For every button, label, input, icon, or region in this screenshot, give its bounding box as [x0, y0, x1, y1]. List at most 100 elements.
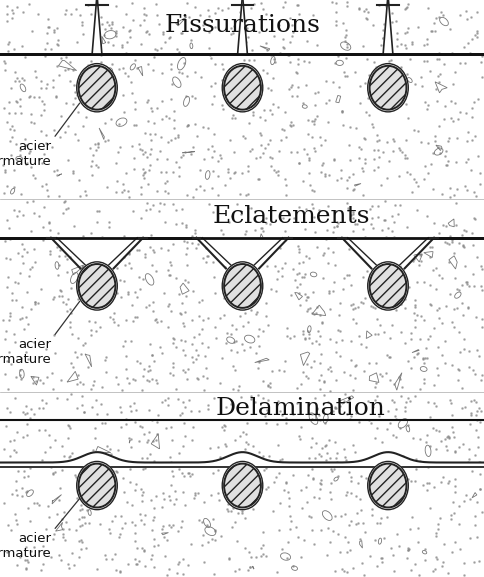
Point	[17, 190, 25, 199]
Point	[275, 455, 283, 464]
Point	[12, 140, 20, 149]
Point	[170, 499, 178, 508]
Point	[400, 5, 408, 14]
Point	[299, 176, 306, 185]
Point	[56, 133, 64, 142]
Point	[137, 213, 145, 223]
Point	[154, 20, 162, 29]
Point	[240, 55, 247, 65]
Point	[261, 144, 269, 153]
Point	[123, 374, 131, 383]
Point	[422, 56, 430, 65]
Point	[430, 137, 438, 146]
Point	[413, 243, 421, 252]
Point	[209, 569, 217, 577]
Point	[388, 134, 396, 144]
Point	[435, 77, 442, 87]
Point	[434, 13, 441, 22]
Point	[68, 548, 76, 557]
Point	[466, 13, 474, 22]
Point	[161, 111, 169, 121]
Point	[150, 563, 157, 572]
Point	[182, 220, 189, 230]
Point	[8, 288, 15, 298]
Point	[84, 1, 91, 10]
Point	[156, 316, 164, 325]
Point	[172, 219, 180, 228]
Point	[402, 136, 409, 145]
Point	[150, 504, 157, 513]
Point	[392, 494, 399, 503]
Point	[38, 455, 46, 464]
Point	[336, 351, 344, 361]
Point	[107, 74, 115, 83]
Point	[226, 173, 234, 182]
Point	[404, 475, 411, 484]
Point	[267, 285, 274, 294]
Point	[55, 458, 63, 467]
Point	[66, 451, 74, 460]
Point	[408, 256, 416, 265]
Point	[368, 302, 376, 311]
Point	[245, 279, 253, 288]
Point	[318, 443, 326, 452]
Point	[152, 103, 160, 113]
Point	[178, 68, 185, 77]
Point	[58, 291, 65, 301]
Point	[475, 470, 483, 479]
Point	[195, 329, 203, 339]
Point	[327, 366, 334, 376]
Point	[191, 119, 199, 129]
Point	[148, 415, 155, 425]
Point	[51, 467, 59, 477]
Point	[167, 523, 175, 532]
Point	[331, 16, 339, 25]
Point	[257, 454, 265, 463]
Point	[370, 329, 378, 339]
Point	[183, 560, 191, 569]
Point	[41, 44, 48, 54]
Point	[100, 31, 107, 40]
Point	[79, 97, 87, 106]
Point	[99, 482, 106, 492]
Point	[266, 85, 274, 95]
Point	[145, 29, 152, 39]
Point	[368, 224, 376, 233]
Point	[0, 160, 7, 170]
Point	[303, 304, 311, 313]
Point	[366, 81, 374, 91]
Point	[122, 419, 130, 429]
Point	[113, 264, 121, 273]
Point	[476, 282, 484, 291]
Point	[382, 137, 390, 147]
Point	[43, 80, 50, 89]
Point	[199, 530, 207, 539]
Point	[408, 512, 415, 521]
Point	[259, 528, 267, 537]
Point	[183, 243, 191, 252]
Point	[1, 334, 9, 343]
Point	[197, 541, 205, 550]
Point	[16, 151, 24, 160]
Point	[55, 252, 62, 261]
Point	[244, 251, 252, 260]
Text: Eclatements: Eclatements	[212, 205, 369, 228]
Point	[148, 374, 155, 383]
Point	[420, 359, 427, 368]
Point	[404, 356, 411, 365]
Point	[285, 333, 293, 342]
Point	[107, 114, 115, 123]
Point	[406, 335, 414, 344]
Point	[476, 376, 484, 385]
Point	[80, 407, 88, 416]
Point	[124, 289, 132, 298]
Point	[378, 252, 386, 261]
Point	[350, 373, 358, 382]
Point	[10, 182, 18, 192]
Point	[185, 13, 193, 22]
Point	[385, 418, 393, 428]
Point	[428, 27, 436, 36]
Point	[103, 276, 111, 286]
Point	[388, 97, 396, 106]
Point	[4, 520, 12, 529]
